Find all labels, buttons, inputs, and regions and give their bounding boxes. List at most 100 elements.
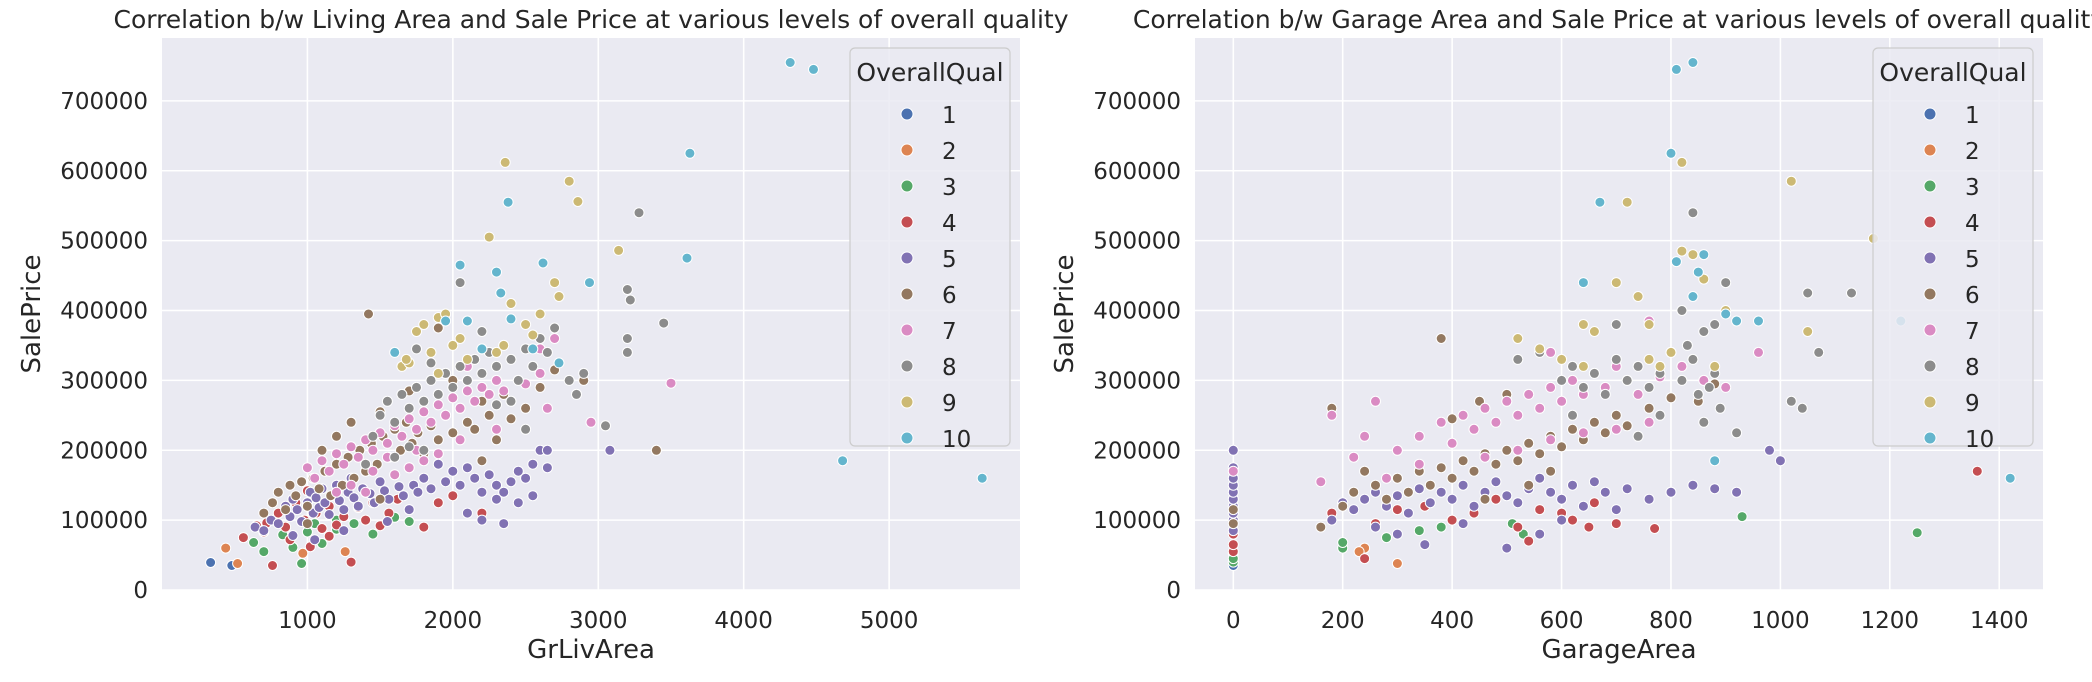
legend-marker [900, 287, 914, 301]
data-point [220, 542, 232, 554]
y-tick-label: 500000 [60, 229, 148, 255]
data-point [1676, 360, 1688, 372]
data-point [301, 462, 313, 474]
data-point [1479, 493, 1491, 505]
data-point [1911, 527, 1923, 539]
data-point [505, 476, 517, 488]
data-point [1567, 514, 1578, 526]
data-point [1802, 287, 1814, 299]
data-point [1774, 455, 1786, 467]
data-point [1610, 409, 1622, 421]
y-tick-label: 200000 [60, 438, 148, 464]
data-point [284, 479, 296, 491]
data-point [1599, 388, 1611, 400]
data-point [454, 402, 466, 414]
data-point [1621, 196, 1633, 208]
data-point [258, 507, 270, 519]
data-point [1665, 346, 1677, 358]
data-point [684, 147, 696, 159]
data-point [1665, 147, 1677, 159]
legend-marker [900, 251, 914, 265]
data-point [403, 413, 415, 425]
data-point [1610, 504, 1622, 516]
data-point [454, 259, 466, 271]
data-point [418, 521, 430, 533]
data-point [1337, 500, 1349, 512]
legend-marker [900, 107, 914, 121]
data-point [400, 353, 412, 365]
data-point [1643, 416, 1655, 428]
data-point [491, 346, 502, 358]
data-point [1315, 521, 1327, 533]
data-point [447, 339, 459, 351]
data-point [505, 313, 517, 325]
data-point [232, 558, 244, 569]
data-point [1534, 448, 1546, 460]
data-point [505, 353, 517, 365]
data-point [379, 485, 390, 497]
data-point [1534, 504, 1546, 516]
data-point [348, 518, 360, 530]
data-point [1567, 423, 1578, 435]
x-tick-label: 3000 [569, 608, 628, 634]
data-point [1577, 427, 1589, 439]
data-point [403, 441, 415, 453]
data-point [205, 557, 217, 568]
data-point [360, 514, 372, 526]
data-point [316, 455, 328, 467]
data-point [1588, 326, 1600, 337]
data-point [1599, 427, 1611, 439]
data-point [440, 409, 452, 421]
data-point [534, 381, 546, 393]
legend-marker [1923, 215, 1937, 229]
data-point [584, 277, 595, 289]
data-point [499, 156, 511, 168]
data-point [1785, 175, 1797, 187]
legend-label: 1 [1965, 103, 1980, 129]
legend-box [849, 47, 1011, 447]
data-point [1621, 420, 1633, 432]
data-point [491, 423, 502, 435]
data-point [411, 381, 422, 393]
chart-1: 1000 2000 3000 4000 5000 0 100000 200000 300000 4… [17, 5, 1069, 665]
data-point [527, 458, 539, 470]
data-point [1359, 553, 1371, 565]
data-point [1545, 434, 1557, 446]
data-point [272, 518, 284, 530]
data-point [360, 458, 372, 470]
data-point [1632, 388, 1644, 400]
x-tick-label: 1000 [278, 608, 337, 634]
data-point [1501, 490, 1513, 502]
data-point [1577, 360, 1589, 372]
legend-marker [900, 395, 914, 409]
x-tick-label: 200 [1321, 608, 1365, 634]
data-point [1692, 388, 1704, 400]
legend-label: 9 [1965, 391, 1980, 417]
data-point [1643, 353, 1655, 365]
data-point [396, 430, 408, 442]
data-point [1632, 291, 1644, 302]
data-point [476, 381, 488, 393]
data-point [432, 448, 444, 460]
data-point [360, 486, 372, 498]
x-tick-label: 1000 [1751, 608, 1810, 634]
x-axis-label: GarageArea [1541, 635, 1696, 665]
data-point [1610, 353, 1622, 365]
data-point [389, 451, 401, 463]
data-point [1709, 455, 1721, 467]
data-point [1753, 315, 1764, 327]
data-point [527, 329, 539, 341]
y-tick-label: 0 [133, 578, 148, 604]
x-tick-label: 0 [1226, 608, 1241, 634]
data-point [1501, 444, 1513, 456]
data-point [1599, 486, 1611, 498]
data-point [1512, 455, 1524, 467]
data-point [541, 444, 553, 456]
legend-title: OverallQual [856, 58, 1003, 87]
y-axis-label: SalePrice [1050, 254, 1080, 373]
data-point [1621, 483, 1633, 495]
data-point [1523, 437, 1535, 449]
data-point [367, 444, 379, 456]
y-tick-label: 100000 [60, 508, 148, 534]
data-point [613, 244, 625, 256]
